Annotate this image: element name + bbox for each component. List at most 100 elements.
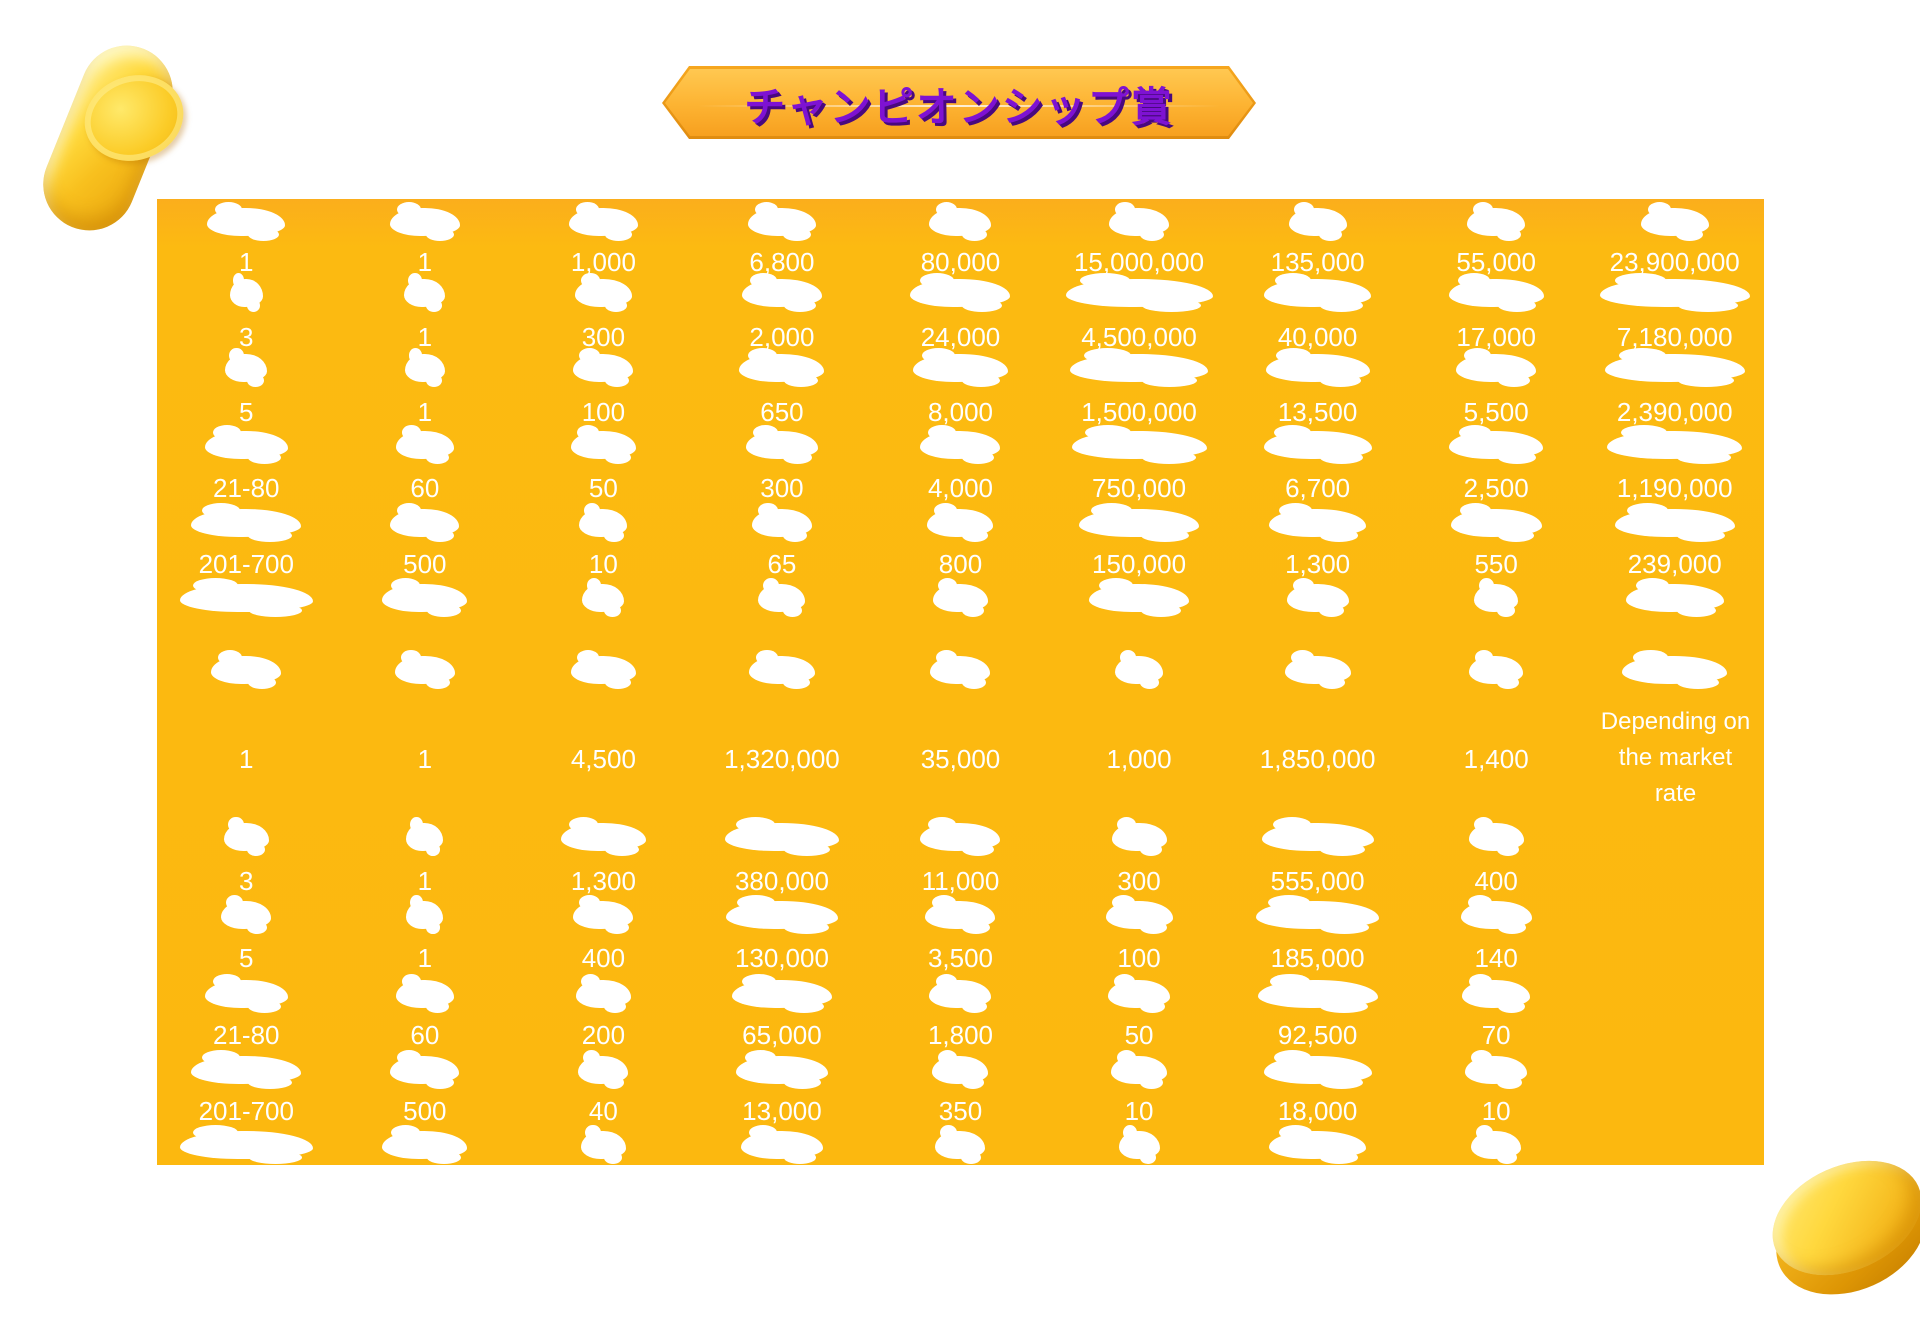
prize-amount: 8,000 <box>927 397 994 427</box>
redacted-label-blob <box>394 650 455 689</box>
redacted-label-blob <box>1089 578 1190 617</box>
prize-amount: 550 <box>1474 549 1518 579</box>
prize-amount: 92,500 <box>1277 1020 1358 1050</box>
redacted-label-blob <box>211 650 282 689</box>
redacted-label-blob <box>390 1050 460 1089</box>
redacted-label-blob <box>741 273 822 312</box>
prize-amount: 60 <box>410 473 440 503</box>
prize-amount: 13,500 <box>1277 397 1358 427</box>
prize-amount: 55,000 <box>1456 247 1536 277</box>
redacted-label-blob <box>179 578 313 617</box>
redacted-label-blob <box>1065 273 1213 312</box>
rank-range: 3 <box>239 866 254 896</box>
prize-amount: 35,000 <box>920 744 1001 774</box>
redacted-label-blob <box>582 578 625 617</box>
redacted-label-blob <box>725 895 838 934</box>
redacted-label-blob <box>382 1125 468 1164</box>
redacted-label-blob <box>1263 425 1372 464</box>
rank-range: 5 <box>239 943 254 973</box>
redacted-label-blob <box>1622 650 1728 689</box>
redacted-label-blob <box>1263 1050 1372 1089</box>
table-row: 21-80 60 200 65,000 1,800 50 92,500 70 <box>157 1017 1764 1053</box>
table-row <box>157 650 1764 689</box>
table-row: 21-80 60 50 300 4,000 750,000 6,700 2,500 1,190,… <box>157 470 1764 506</box>
redacted-label-blob <box>930 650 991 689</box>
prize-amount: 6,800 <box>749 247 815 277</box>
prize-amount: 10 <box>1481 1096 1511 1126</box>
table-row <box>157 817 1764 856</box>
redacted-label-blob <box>745 425 818 464</box>
table-row: 201-700 500 10 65 800 150,000 1,300 550 239,000 <box>157 546 1764 582</box>
redacted-label-blob <box>204 974 288 1013</box>
redacted-label-blob <box>740 1125 823 1164</box>
table-row <box>157 974 1764 1013</box>
prize-amount: 18,000 <box>1277 1096 1358 1126</box>
redacted-label-blob <box>580 1125 626 1164</box>
redacted-label-blob <box>1462 974 1531 1013</box>
redacted-label-blob <box>748 650 815 689</box>
prize-amount: 1 <box>417 247 433 277</box>
redacted-label-blob <box>575 974 631 1013</box>
prize-amount: 70 <box>1481 1020 1511 1050</box>
redacted-label-blob <box>1118 1125 1160 1164</box>
table-row: 1 1 1,000 6,800 80,000 15,000,000 135,000 55,00… <box>157 244 1764 280</box>
prize-amount: 1,800 <box>927 1020 994 1050</box>
redacted-label-blob <box>747 202 816 241</box>
prize-amount: 1 <box>417 397 433 427</box>
redacted-label-blob <box>568 202 638 241</box>
redacted-label-blob <box>1261 817 1374 856</box>
redacted-label-blob <box>1456 348 1537 387</box>
note-line: rate <box>1654 780 1697 807</box>
prize-table: Depending on the market rate 1 1 1,000 6,80… <box>157 199 1764 1165</box>
redacted-label-blob <box>574 273 632 312</box>
prize-amount: 4,000 <box>927 473 994 503</box>
redacted-label-blob <box>382 578 468 617</box>
redacted-label-blob <box>573 348 634 387</box>
table-row: 3 1 300 2,000 24,000 4,500,000 40,000 17,000 7,1… <box>157 319 1764 355</box>
redacted-label-blob <box>223 817 269 856</box>
redacted-label-blob <box>229 273 263 312</box>
table-row <box>157 503 1764 542</box>
table-row <box>157 273 1764 312</box>
table-row <box>157 348 1764 387</box>
prize-amount: 4,500,000 <box>1081 322 1197 352</box>
prize-amount: 3,500 <box>927 943 994 973</box>
prize-amount: 50 <box>1124 1020 1154 1050</box>
redacted-label-blob <box>912 348 1008 387</box>
redacted-label-blob <box>1079 503 1200 542</box>
prize-amount: 140 <box>1474 943 1518 973</box>
coin-face-shape <box>1754 1138 1920 1298</box>
prize-amount: 650 <box>760 397 804 427</box>
redacted-label-blob <box>570 425 636 464</box>
prize-amount: 80,000 <box>920 247 1001 277</box>
prize-amount: 100 <box>1117 943 1161 973</box>
redacted-label-blob <box>1269 503 1367 542</box>
redacted-label-blob <box>1448 273 1544 312</box>
table-row <box>157 1050 1764 1089</box>
redacted-label-blob <box>1640 202 1709 241</box>
prize-amount: 1 <box>417 943 433 973</box>
prize-amount: 17,000 <box>1456 322 1536 352</box>
prize-amount: 1 <box>417 322 433 352</box>
redacted-label-blob <box>390 503 460 542</box>
prize-amount: 1,000 <box>1106 744 1172 774</box>
prize-amount: 500 <box>403 549 447 579</box>
redacted-label-blob <box>395 425 454 464</box>
redacted-label-blob <box>932 1050 989 1089</box>
prize-amount: 300 <box>1117 866 1161 896</box>
redacted-label-blob <box>1284 650 1351 689</box>
championship-prize-banner: チャンピオンシップ賞 <box>662 66 1256 139</box>
redacted-label-blob <box>1450 503 1542 542</box>
redacted-label-blob <box>1471 1125 1522 1164</box>
redacted-label-blob <box>404 348 445 387</box>
banner-shine <box>698 104 1220 107</box>
redacted-label-blob <box>1269 1125 1367 1164</box>
prize-amount: 380,000 <box>734 866 829 896</box>
redacted-label-blob <box>1468 817 1524 856</box>
table-row: 5 1 400 130,000 3,500 100 185,000 140 <box>157 940 1764 976</box>
rank-range: 21-80 <box>213 473 280 503</box>
redacted-label-blob <box>395 974 454 1013</box>
table-row: 201-700 500 40 13,000 350 10 18,000 10 <box>157 1093 1764 1129</box>
rank-range: 1 <box>239 247 254 277</box>
prize-amount: 1,500,000 <box>1081 397 1197 427</box>
